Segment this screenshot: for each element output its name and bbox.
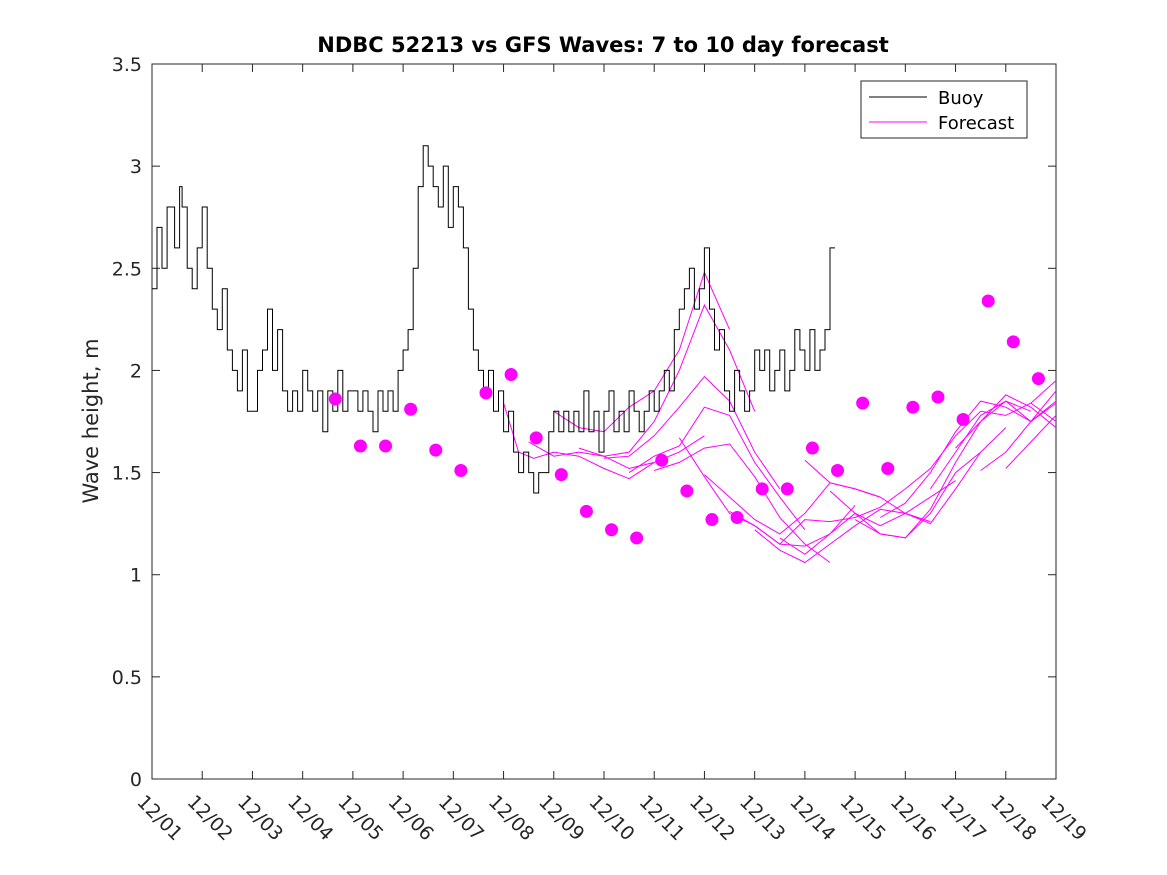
forecast-marker [404, 402, 418, 416]
y-tick-label: 0.5 [112, 667, 142, 689]
x-tick-label: 12/12 [685, 791, 739, 845]
legend-label-forecast: Forecast [938, 113, 1014, 134]
series-layer [152, 145, 1056, 564]
forecast-marker [1031, 372, 1045, 386]
forecast-run-line [628, 406, 806, 531]
forecast-marker [956, 412, 970, 426]
forecast-run-line [904, 379, 1056, 490]
forecast-run-line [1005, 414, 1056, 469]
forecast-marker [529, 431, 543, 445]
x-tick-label: 12/07 [434, 791, 488, 845]
forecast-marker [780, 482, 794, 496]
x-tick-label: 12/09 [534, 791, 588, 845]
forecast-marker [328, 392, 342, 406]
x-tick-label: 12/05 [333, 791, 387, 845]
x-tick-label: 12/13 [735, 791, 789, 845]
legend-label-buoy: Buoy [938, 88, 984, 109]
forecast-marker [1006, 335, 1020, 349]
x-tick-label: 12/10 [584, 791, 638, 845]
x-tick-label: 12/06 [384, 791, 438, 845]
legend-box [860, 80, 1028, 139]
forecast-run-line [804, 451, 982, 525]
y-tick-label: 1.5 [112, 463, 142, 485]
x-tick-label: 12/02 [183, 791, 237, 845]
chart-title: NDBC 52213 vs GFS Waves: 7 to 10 day for… [317, 33, 888, 57]
forecast-run-line [1055, 407, 1056, 408]
forecast-marker [353, 439, 367, 453]
forecast-marker [730, 511, 744, 525]
forecast-run-line [779, 480, 956, 555]
x-tick-label: 12/04 [283, 791, 337, 845]
buoy-line [152, 145, 835, 494]
forecast-marker [454, 464, 468, 478]
forecast-marker [655, 453, 669, 467]
x-tick-label: 12/14 [785, 791, 839, 845]
forecast-marker [881, 461, 895, 475]
legend: Buoy Forecast [860, 80, 1028, 139]
forecast-marker [379, 439, 393, 453]
x-tick-label: 12/16 [886, 791, 940, 845]
forecast-marker [856, 396, 870, 410]
forecast-marker [554, 468, 568, 482]
forecast-marker [755, 482, 769, 496]
forecast-marker [479, 386, 493, 400]
forecast-run-line [729, 488, 906, 545]
forecast-marker [805, 441, 819, 455]
y-tick-label: 0 [130, 769, 142, 791]
forecast-run-line [754, 508, 931, 564]
forecast-run-line [603, 375, 781, 490]
y-tick-label: 3.5 [112, 54, 142, 76]
y-axis-label: Wave height, m [79, 338, 103, 503]
forecast-run-line [553, 270, 731, 433]
forecast-marker [504, 368, 518, 382]
forecast-run-line [955, 394, 1056, 449]
x-tick-label: 12/15 [836, 791, 890, 845]
x-tick-label: 12/18 [986, 791, 1040, 845]
forecast-marker [630, 531, 644, 545]
marker-layer [328, 294, 1045, 545]
x-tick-label: 12/01 [132, 791, 186, 845]
x-tick-label: 12/17 [936, 791, 990, 845]
forecast-marker [981, 294, 995, 308]
forecast-marker [831, 464, 845, 478]
x-tick-label: 12/19 [1036, 791, 1090, 845]
x-tick-label: 12/03 [233, 791, 287, 845]
y-tick-label: 1 [130, 565, 142, 587]
forecast-marker [579, 504, 593, 518]
y-tick-label: 2.5 [112, 258, 142, 280]
forecast-marker [906, 400, 920, 414]
forecast-run-line [1030, 402, 1056, 423]
forecast-marker [605, 523, 619, 537]
forecast-marker [680, 484, 694, 498]
y-tick-label: 2 [130, 360, 142, 382]
forecast-run-line [829, 427, 1007, 539]
forecast-run-line [654, 443, 831, 563]
forecast-run-line [578, 303, 756, 457]
x-tick-label: 12/08 [484, 791, 538, 845]
y-axis: 0 0.5 1 1.5 2 2.5 3 3.5 [112, 54, 1056, 791]
forecast-run-line [980, 400, 1056, 471]
x-tick-label: 12/11 [635, 791, 689, 845]
forecast-run-line [929, 390, 1056, 490]
forecast-run-line [854, 400, 1032, 539]
forecast-run-line [528, 435, 705, 470]
y-tick-label: 3 [130, 156, 142, 178]
forecast-marker [705, 513, 719, 527]
forecast-marker [931, 390, 945, 404]
forecast-marker [429, 443, 443, 457]
